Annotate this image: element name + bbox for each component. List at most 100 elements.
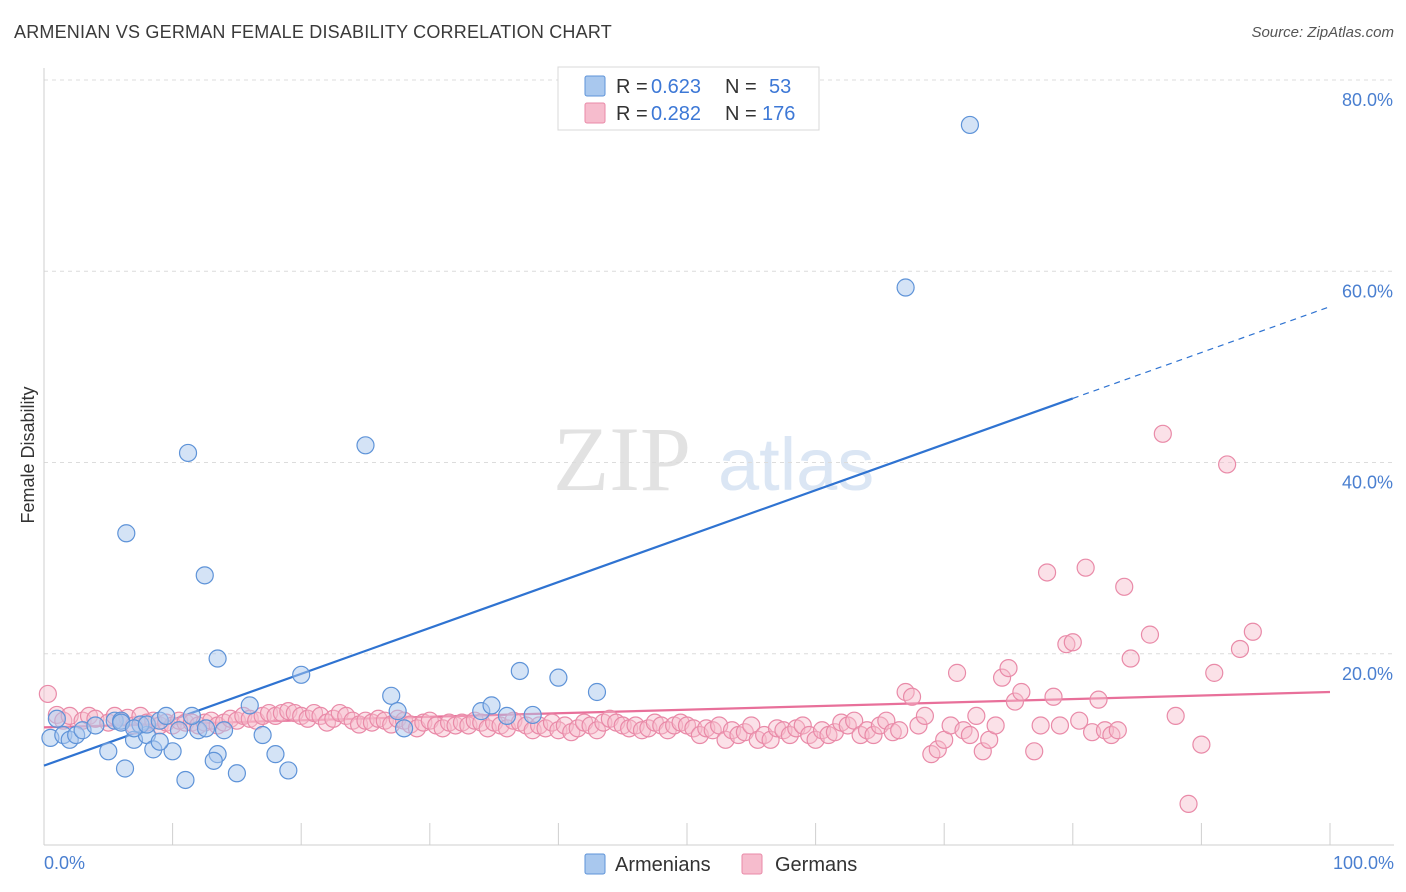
german-point xyxy=(1012,682,1031,702)
source-label: Source: ZipAtlas.com xyxy=(1251,24,1394,41)
chart-title: ARMENIAN VS GERMAN FEMALE DISABILITY COR… xyxy=(14,22,612,42)
german-point xyxy=(986,716,1005,735)
armenian-point xyxy=(240,696,259,715)
german-point xyxy=(928,740,947,759)
armenian-point xyxy=(394,719,414,738)
german-point xyxy=(960,725,980,745)
armenian-point xyxy=(195,566,214,585)
armenian-point xyxy=(169,721,189,740)
armenian-point xyxy=(208,649,227,668)
german-point xyxy=(1037,563,1057,582)
armenian-point xyxy=(587,682,607,702)
german-point xyxy=(761,730,780,749)
legend-german-swatch xyxy=(584,102,606,124)
armenian-point xyxy=(115,759,135,778)
legend-germans-label: Germans xyxy=(775,854,857,876)
armenian-point xyxy=(896,278,915,297)
german-point xyxy=(1153,424,1172,443)
armenian-point xyxy=(279,761,298,780)
german-point xyxy=(1121,649,1140,668)
german-point xyxy=(1089,690,1108,709)
german-point xyxy=(947,663,967,682)
watermark-atlas: atlas xyxy=(718,423,874,506)
armenian-point xyxy=(99,742,118,761)
german-point xyxy=(1192,735,1211,754)
german-point xyxy=(1115,577,1134,596)
armenian-point xyxy=(204,751,223,770)
legend-germans-swatch xyxy=(741,853,763,875)
german-point xyxy=(1166,706,1185,726)
german-point xyxy=(38,684,57,704)
armenian-point xyxy=(497,706,517,726)
armenian-point xyxy=(510,661,529,681)
german-point xyxy=(909,716,928,735)
y-tick-label-60: 60.0% xyxy=(1342,281,1393,301)
x-tick-label-max: 100.0% xyxy=(1333,853,1394,873)
armenian-point xyxy=(482,696,501,715)
legend-german-n-label: N = xyxy=(725,103,757,125)
german-point xyxy=(1243,622,1262,641)
armenian-point xyxy=(227,764,246,783)
armenian-point xyxy=(214,721,234,740)
y-tick-label-80: 80.0% xyxy=(1342,90,1393,110)
armenian-point xyxy=(549,668,568,687)
german-point xyxy=(890,721,909,740)
axes xyxy=(43,68,1394,846)
german-point xyxy=(967,706,986,726)
armenian-point xyxy=(182,706,201,726)
armenian-point xyxy=(47,709,66,728)
german-point xyxy=(793,716,812,735)
german-point xyxy=(1108,721,1127,740)
armenian-trend-extension xyxy=(1072,306,1331,399)
correlation-legend: R = 0.623 N = 53 R = 0.282 N = 176 xyxy=(557,66,820,131)
legend-armenians-label: Armenians xyxy=(615,854,711,876)
y-tick-label-40: 40.0% xyxy=(1342,473,1393,493)
german-point xyxy=(902,687,922,706)
armenian-point xyxy=(382,686,401,705)
legend-armenians-swatch xyxy=(584,853,606,875)
legend-german-r-label: R = xyxy=(616,103,648,125)
armenian-point xyxy=(523,705,542,725)
german-point xyxy=(1050,716,1070,735)
legend-armenian-r-value: 0.623 xyxy=(651,76,701,98)
y-tick-label-20: 20.0% xyxy=(1342,664,1393,684)
armenian-point xyxy=(960,115,980,135)
german-point xyxy=(883,723,902,742)
german-point xyxy=(1230,639,1250,659)
series-legend: Armenians Germans xyxy=(584,853,857,876)
german-point xyxy=(864,725,883,745)
german-point xyxy=(1044,687,1063,706)
german-point xyxy=(1005,692,1025,711)
german-point xyxy=(999,658,1018,678)
german-point xyxy=(684,719,703,738)
armenian-point xyxy=(253,725,272,745)
german-point xyxy=(1218,455,1237,474)
armenian-point xyxy=(163,742,182,761)
german-point xyxy=(1179,794,1198,813)
armenian-point xyxy=(150,732,169,751)
legend-german-n-value: 176 xyxy=(762,103,795,125)
legend-armenian-n-value: 53 xyxy=(769,76,791,98)
legend-armenian-swatch xyxy=(584,75,606,97)
trend-lines xyxy=(43,306,1331,767)
armenian-point xyxy=(178,443,198,463)
armenian-trend-line xyxy=(43,397,1074,767)
armenian-point xyxy=(86,716,105,735)
german-point xyxy=(1025,742,1044,761)
watermark-zip: ZIP xyxy=(553,408,691,510)
grid-lines xyxy=(44,79,1394,655)
armenian-point xyxy=(157,706,176,726)
german-point xyxy=(780,725,799,745)
watermark: ZIP atlas xyxy=(553,408,874,510)
german-point xyxy=(992,668,1012,687)
legend-german-r-value: 0.282 xyxy=(651,103,701,125)
armenian-points xyxy=(41,115,980,790)
german-point xyxy=(272,703,292,723)
german-point xyxy=(1031,716,1050,735)
german-point xyxy=(1070,711,1089,730)
german-point xyxy=(1076,558,1095,577)
armenian-point xyxy=(176,770,195,790)
legend-armenian-r-label: R = xyxy=(616,76,648,98)
armenian-point xyxy=(388,702,407,721)
